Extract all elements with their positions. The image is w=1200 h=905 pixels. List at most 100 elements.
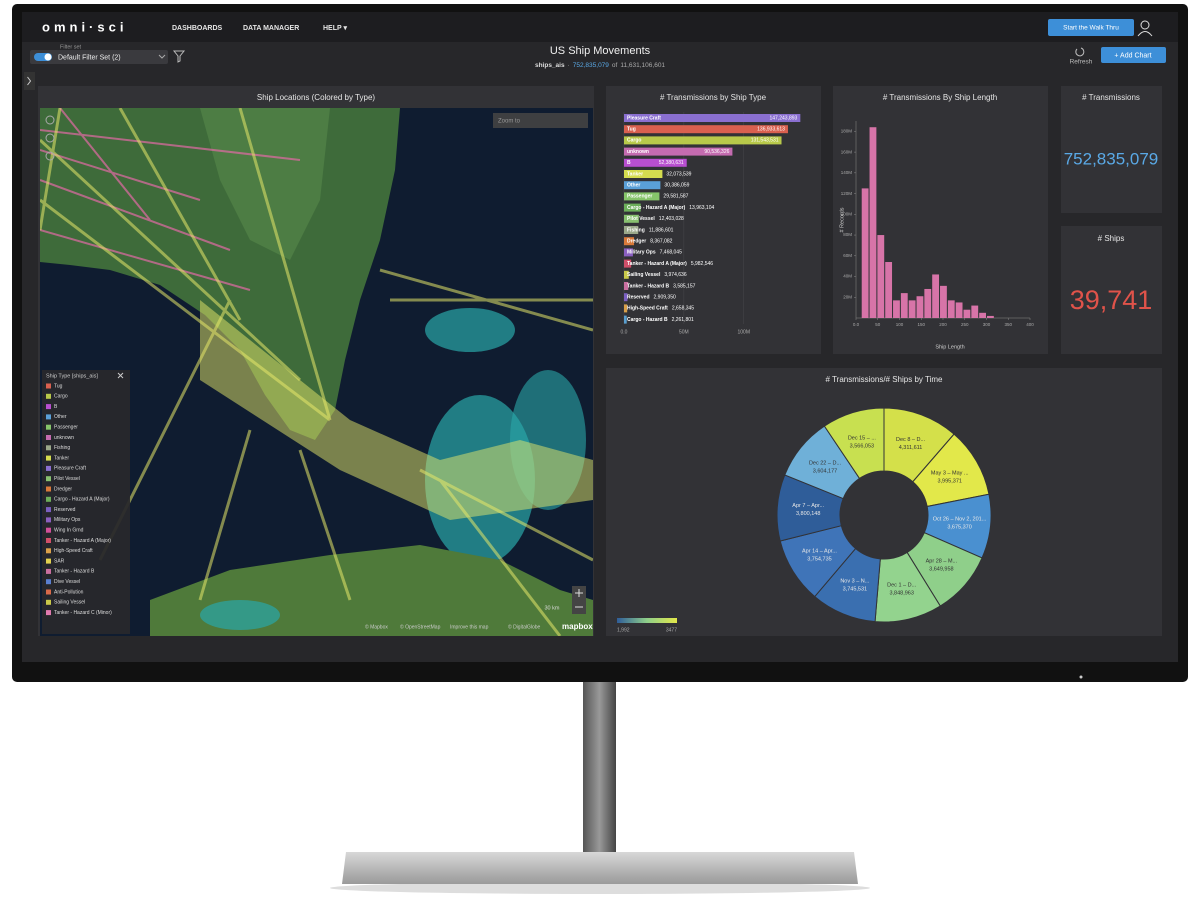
stand-neck	[583, 676, 616, 852]
legend-label: High-Speed Craft	[54, 548, 93, 554]
filter-set[interactable]: Default Filter Set (2)	[58, 54, 121, 61]
nav-item[interactable]: HELP ▾	[323, 25, 347, 32]
legend-label: Sailing Vessel	[54, 600, 85, 606]
zoom-search[interactable]	[493, 113, 588, 128]
histogram-bar	[955, 302, 963, 318]
refresh-icon[interactable]	[1075, 47, 1085, 57]
map-legend	[42, 370, 130, 634]
slice-value: 3,848,963	[889, 590, 913, 596]
bar	[624, 136, 782, 145]
value-label: 30,386,059	[664, 183, 689, 189]
stand-shadow	[330, 882, 870, 894]
slice-label: Dec 22 – D...	[809, 461, 842, 467]
slice-label: Dec 15 – ...	[848, 436, 877, 442]
legend-label: Anti-Pollution	[54, 589, 84, 595]
legend-swatch	[46, 455, 51, 461]
walkthrough-label[interactable]: Start the Walk Thru	[1063, 25, 1119, 32]
chart-title: # Transmissions by Ship Type	[660, 93, 767, 102]
attribution: © Mapbox	[365, 623, 388, 630]
separator: ·	[568, 62, 570, 69]
y-tick-label: 180M	[841, 129, 853, 134]
bar-label: Tanker	[627, 171, 643, 177]
bar-label: Pilot Vessel	[627, 216, 655, 222]
tile-panel	[1061, 226, 1162, 354]
add-chart-label[interactable]: + Add Chart	[1114, 52, 1151, 59]
value-label: 2,658,345	[672, 306, 694, 312]
legend-swatch	[46, 610, 51, 616]
bar-label: Pleasure Craft	[627, 115, 661, 121]
map[interactable]	[40, 108, 593, 636]
legend-label: Pleasure Craft	[54, 466, 87, 472]
bar-label: Cargo - Hazard A (Major)	[627, 205, 686, 211]
legend-label: Other	[54, 414, 67, 420]
scale-min: 1,992	[617, 627, 630, 633]
user-icon[interactable]	[1140, 20, 1150, 30]
legend-label: Fishing	[54, 445, 70, 451]
nav-item[interactable]: DASHBOARDS	[172, 25, 223, 32]
bar	[624, 214, 639, 223]
histogram-bar	[916, 296, 924, 318]
filter-toggle-knob	[44, 53, 52, 61]
zoom-placeholder[interactable]: Zoom to	[498, 119, 521, 125]
map-tool[interactable]	[45, 115, 55, 125]
walkthrough-button[interactable]	[1048, 19, 1134, 36]
bar-label: Passenger	[627, 194, 652, 200]
legend-label: Tug	[54, 383, 63, 389]
legend-label: Tanker - Hazard A (Major)	[54, 538, 111, 544]
value-label: 8,367,082	[650, 239, 672, 245]
yellow-lanes	[40, 108, 593, 636]
bar	[624, 170, 663, 178]
bar-label: B	[627, 160, 631, 166]
table-name: ships_ais	[535, 62, 565, 69]
tile-title: # Transmissions	[1082, 93, 1140, 102]
bar-label: Tanker - Hazard B	[627, 283, 670, 289]
legend-label: Passenger	[54, 425, 78, 431]
bar-label: Tanker - Hazard A (Major)	[627, 261, 687, 267]
bar	[624, 181, 661, 190]
legend-label: Wing In Grnd	[54, 528, 84, 534]
land	[200, 108, 330, 260]
value-label: 147,243,893	[770, 115, 798, 121]
sidebar-toggle[interactable]	[24, 72, 35, 90]
map-tool[interactable]	[45, 151, 55, 161]
y-tick-label: 60M	[843, 253, 852, 258]
bar	[624, 315, 627, 324]
slice-value: 3,800,148	[796, 511, 820, 517]
legend-label: Cargo - Hazard A (Major)	[54, 497, 110, 503]
legend-swatch	[46, 465, 51, 471]
bar-label: Sailing Vessel	[627, 272, 661, 278]
slice-label: Dec 1 – D...	[887, 582, 917, 588]
logo[interactable]: omni·sci	[42, 19, 127, 34]
legend-label: Dredger	[54, 486, 72, 492]
legend-swatch	[46, 435, 51, 440]
filter-icon[interactable]	[172, 50, 186, 63]
filter-label: Filter set	[60, 44, 82, 50]
histogram-bar	[893, 300, 900, 318]
legend-swatch	[46, 445, 51, 451]
histogram-bar	[940, 285, 947, 318]
value-label: 29,581,587	[663, 194, 688, 200]
user-icon-body	[1137, 31, 1153, 37]
legend-label: unknown	[54, 435, 74, 441]
legend-swatch	[46, 548, 51, 554]
x-tick-label: 100	[896, 322, 904, 327]
bar	[624, 114, 801, 122]
slice-value: 3,754,735	[807, 557, 831, 563]
legend-close[interactable]	[117, 372, 124, 379]
map-title: Ship Locations (Colored by Type)	[257, 93, 375, 102]
bar	[624, 125, 788, 134]
legend-swatch	[46, 404, 51, 410]
histogram-bar	[908, 300, 916, 318]
map-tool[interactable]	[45, 133, 55, 143]
histogram-bar	[947, 300, 955, 318]
legend-swatch	[46, 517, 51, 523]
x-tick-label: 150	[917, 322, 925, 327]
refresh-label[interactable]: Refresh	[1070, 59, 1093, 66]
add-chart-button[interactable]	[1101, 47, 1166, 63]
map-scale: 30 km	[545, 605, 560, 611]
slice-label: May 3 – May ...	[931, 470, 969, 476]
y-tick-label: 20M	[843, 294, 852, 299]
legend-swatch	[46, 383, 51, 389]
filter-dropdown[interactable]	[30, 50, 168, 64]
nav-item[interactable]: DATA MANAGER	[243, 25, 299, 32]
